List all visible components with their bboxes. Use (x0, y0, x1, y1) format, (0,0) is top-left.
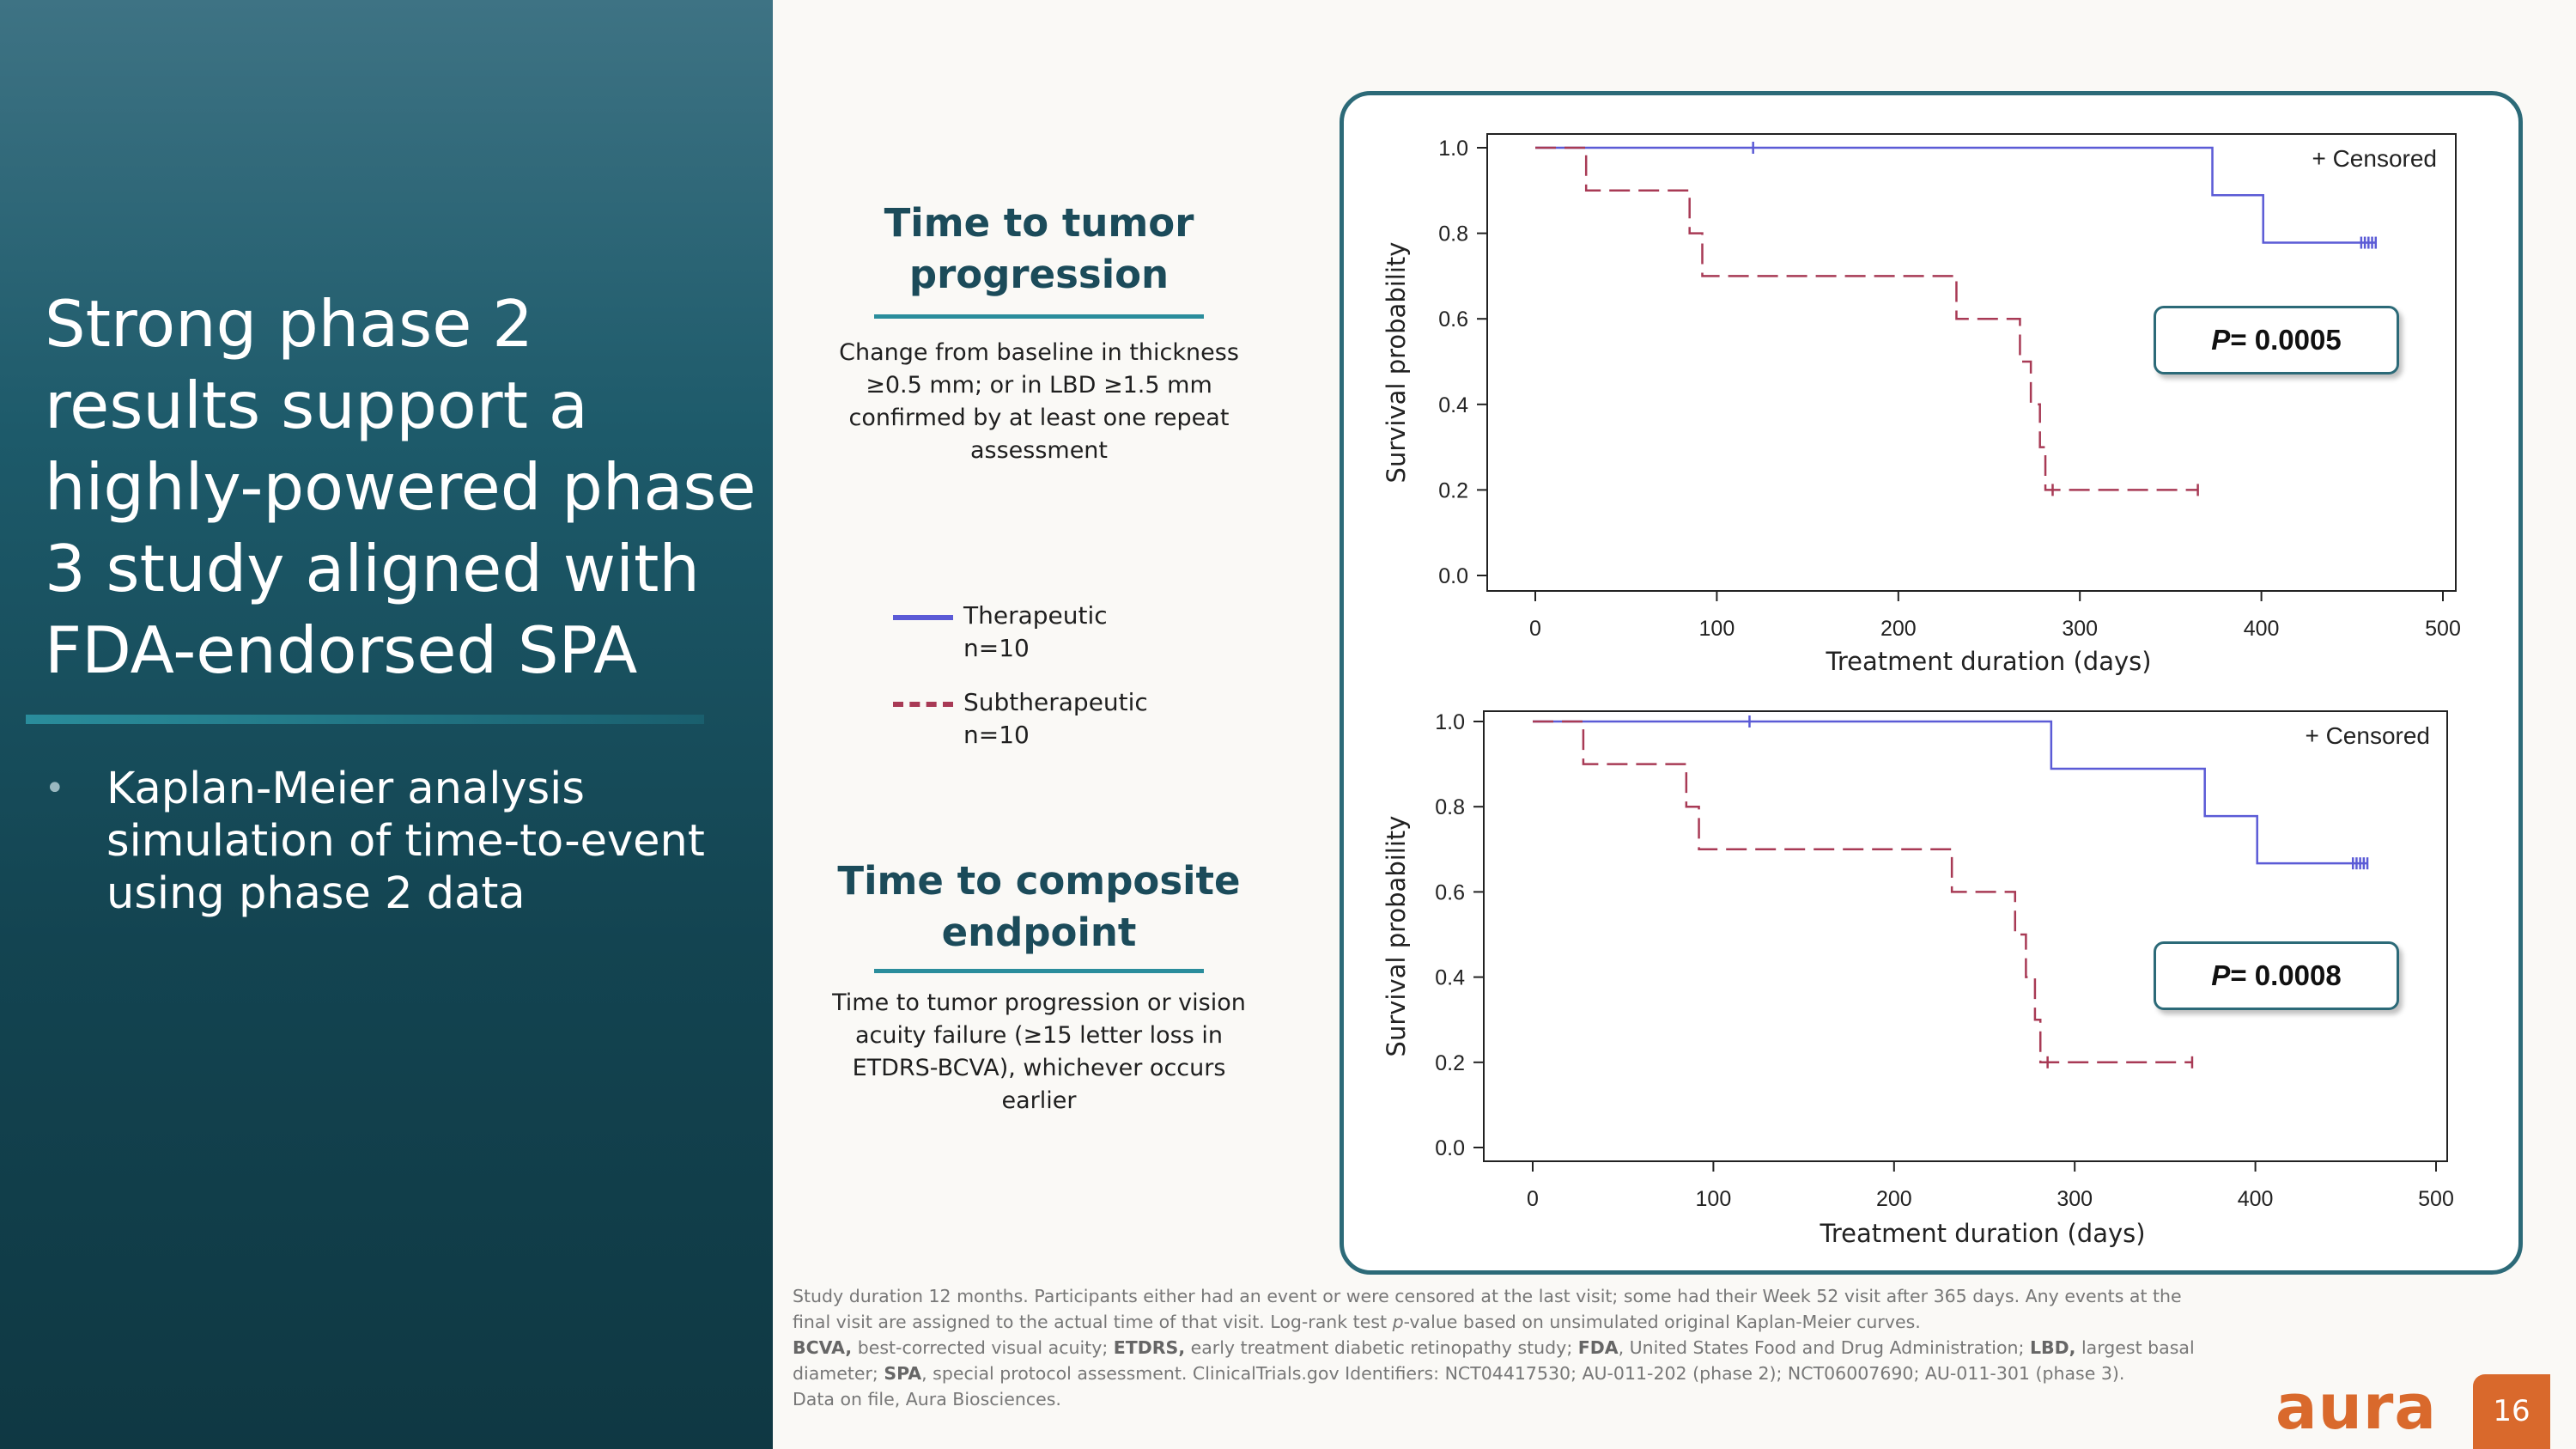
pvalue-symbol: P (2211, 324, 2231, 356)
section-title-progression: Time to tumor progression (884, 200, 1194, 297)
page-number: 16 (2473, 1374, 2550, 1449)
title-divider (26, 715, 704, 724)
footnote-line: diameter; SPA, special protocol assessme… (793, 1363, 2125, 1384)
charts-panel (1340, 91, 2523, 1275)
bullet-text: Kaplan-Meier analysis simulation of time… (106, 764, 705, 919)
left-panel: Strong phase 2 results support a highly-… (0, 0, 773, 1449)
legend-swatch-therapeutic (893, 615, 953, 620)
section-divider (874, 969, 1204, 973)
bullet-dot-icon: • (45, 769, 65, 808)
pvalue-box-composite: P= 0.0008 (2154, 941, 2399, 1010)
section-desc-progression: Change from baseline in thickness ≥0.5 m… (839, 339, 1239, 464)
slide-title: Strong phase 2 results support a highly-… (45, 286, 756, 688)
bullet-point: • Kaplan-Meier analysis simulation of ti… (45, 763, 714, 920)
section-divider (874, 314, 1204, 319)
footnote-line: final visit are assigned to the actual t… (793, 1312, 1921, 1332)
legend-swatch-subtherapeutic (893, 702, 953, 707)
footnote: Study duration 12 months. Participants e… (793, 1283, 2252, 1412)
pvalue-text: = 0.0008 (2230, 959, 2342, 991)
section-title-composite: Time to composite endpoint (837, 858, 1241, 955)
footnote-line: Data on file, Aura Biosciences. (793, 1389, 1061, 1409)
footnote-line: Study duration 12 months. Participants e… (793, 1286, 2182, 1306)
section-desc-composite: Time to tumor progression or vision acui… (832, 989, 1246, 1114)
pvalue-symbol: P (2211, 959, 2231, 991)
legend-label-subtherapeutic: Subtherapeutic n=10 (963, 688, 1148, 749)
footnote-abbreviations: BCVA, best-corrected visual acuity; ETDR… (793, 1337, 2195, 1358)
aura-logo: aura (2275, 1371, 2437, 1443)
legend-label-therapeutic: Therapeutic n=10 (963, 601, 1108, 662)
pvalue-text: = 0.0005 (2230, 324, 2342, 356)
pvalue-box-progression: P= 0.0005 (2154, 306, 2399, 374)
